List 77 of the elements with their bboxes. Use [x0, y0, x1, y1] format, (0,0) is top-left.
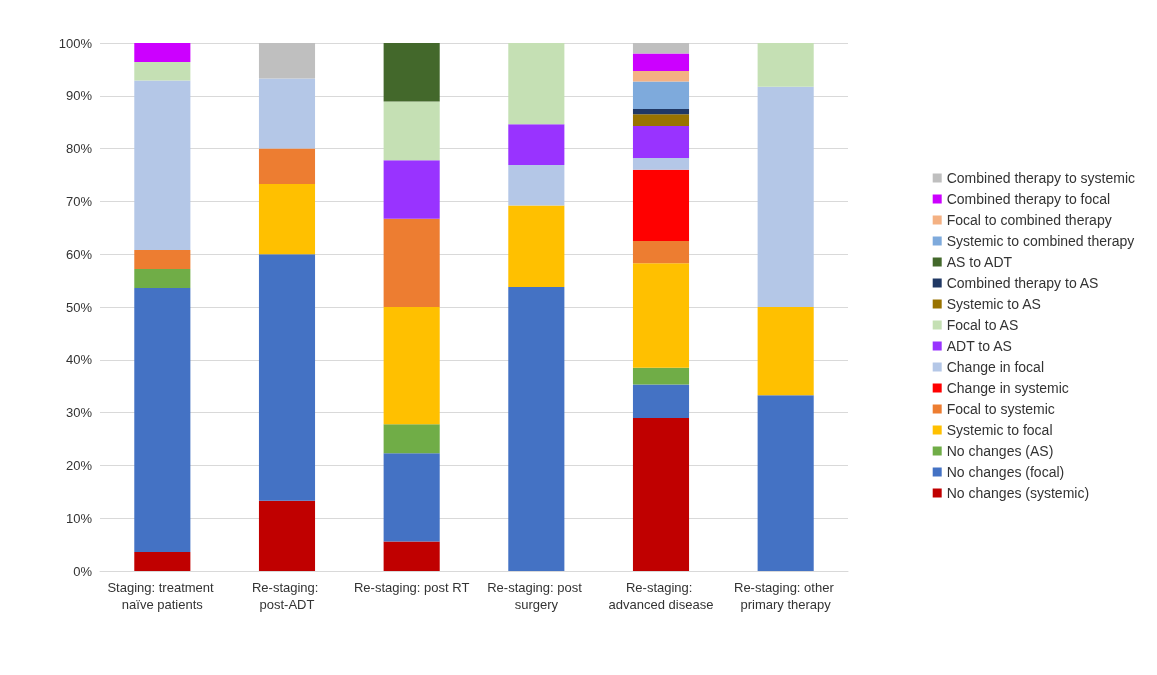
- bar: [757, 43, 814, 87]
- bar: [258, 500, 316, 571]
- y-tick-label: 100%: [58, 35, 93, 51]
- bar: [632, 114, 690, 126]
- legend-label: Combined therapy to systemic: [946, 170, 1136, 186]
- bar: [632, 158, 690, 170]
- bar: [258, 183, 316, 255]
- x-tick-label: Staging: treatment naïve patients: [107, 580, 218, 612]
- y-tick-label: 70%: [65, 193, 93, 209]
- bar: [383, 218, 440, 307]
- y-tick-label: 60%: [65, 246, 93, 262]
- y-tick-label: 50%: [65, 299, 93, 315]
- bar: [632, 81, 690, 109]
- legend-label: No changes (AS): [946, 443, 1054, 459]
- bar: [134, 551, 191, 571]
- bar: [757, 86, 814, 307]
- bar: [508, 286, 565, 571]
- bar: [632, 70, 690, 82]
- legend-label: Focal to systemic: [946, 401, 1055, 417]
- bar: [632, 109, 690, 115]
- bar: [632, 53, 690, 71]
- bar: [258, 148, 316, 184]
- bar: [508, 43, 565, 125]
- x-tick-label: Re-staging: post-ADT: [251, 580, 323, 612]
- bar: [258, 254, 316, 501]
- bar: [632, 43, 690, 54]
- bar: [632, 263, 690, 368]
- x-tick-label: Re-staging: other primary therapy: [733, 580, 838, 612]
- legend-label: Combined therapy to focal: [946, 191, 1111, 207]
- legend-label: No changes (systemic): [946, 485, 1090, 501]
- legend-label: Focal to combined therapy: [946, 212, 1112, 228]
- bar: [383, 453, 440, 542]
- bar: [383, 160, 440, 219]
- y-tick-label: 40%: [65, 352, 93, 368]
- legend-label: Combined therapy to AS: [946, 275, 1099, 291]
- bar: [632, 417, 690, 571]
- x-tick-label: Re-staging: advanced disease: [608, 580, 714, 612]
- y-tick-label: 20%: [65, 457, 93, 473]
- bar: [383, 307, 440, 425]
- bar: [383, 43, 440, 102]
- bar: [134, 43, 191, 63]
- y-tick-label: 90%: [65, 88, 93, 104]
- bar: [757, 307, 814, 396]
- y-tick-label: 80%: [65, 141, 93, 157]
- legend-label: No changes (focal): [946, 464, 1065, 480]
- bar: [134, 62, 191, 81]
- bar: [134, 80, 191, 250]
- bar: [508, 164, 565, 206]
- y-tick-label: 30%: [65, 405, 93, 421]
- bar: [632, 384, 690, 418]
- y-tick-label: 0%: [73, 563, 93, 579]
- bar: [258, 78, 316, 149]
- bar: [757, 395, 814, 571]
- legend-label: Change in systemic: [946, 380, 1069, 396]
- legend-label: Systemic to focal: [946, 422, 1053, 438]
- bar: [508, 124, 565, 165]
- bar: [632, 125, 690, 159]
- bar: [632, 241, 690, 264]
- bar: [383, 541, 440, 571]
- bar: [134, 287, 191, 552]
- bar: [632, 367, 690, 385]
- bar: [134, 268, 191, 288]
- legend-label: AS to ADT: [946, 254, 1013, 270]
- bar: [383, 101, 440, 161]
- x-tick-label: Re-staging: post RT: [353, 580, 470, 595]
- bar: [134, 249, 191, 269]
- bar: [258, 43, 316, 79]
- bar: [508, 205, 565, 287]
- legend-label: Focal to AS: [946, 317, 1019, 333]
- legend-label: Change in focal: [946, 359, 1044, 375]
- y-tick-label: 10%: [65, 510, 93, 526]
- legend-label: ADT to AS: [946, 338, 1012, 354]
- bar: [383, 424, 440, 454]
- bar: [632, 169, 690, 241]
- x-tick-label: Re-staging: post surgery: [487, 580, 586, 612]
- legend-label: Systemic to AS: [946, 296, 1041, 312]
- legend-label: Systemic to combined therapy: [946, 233, 1135, 249]
